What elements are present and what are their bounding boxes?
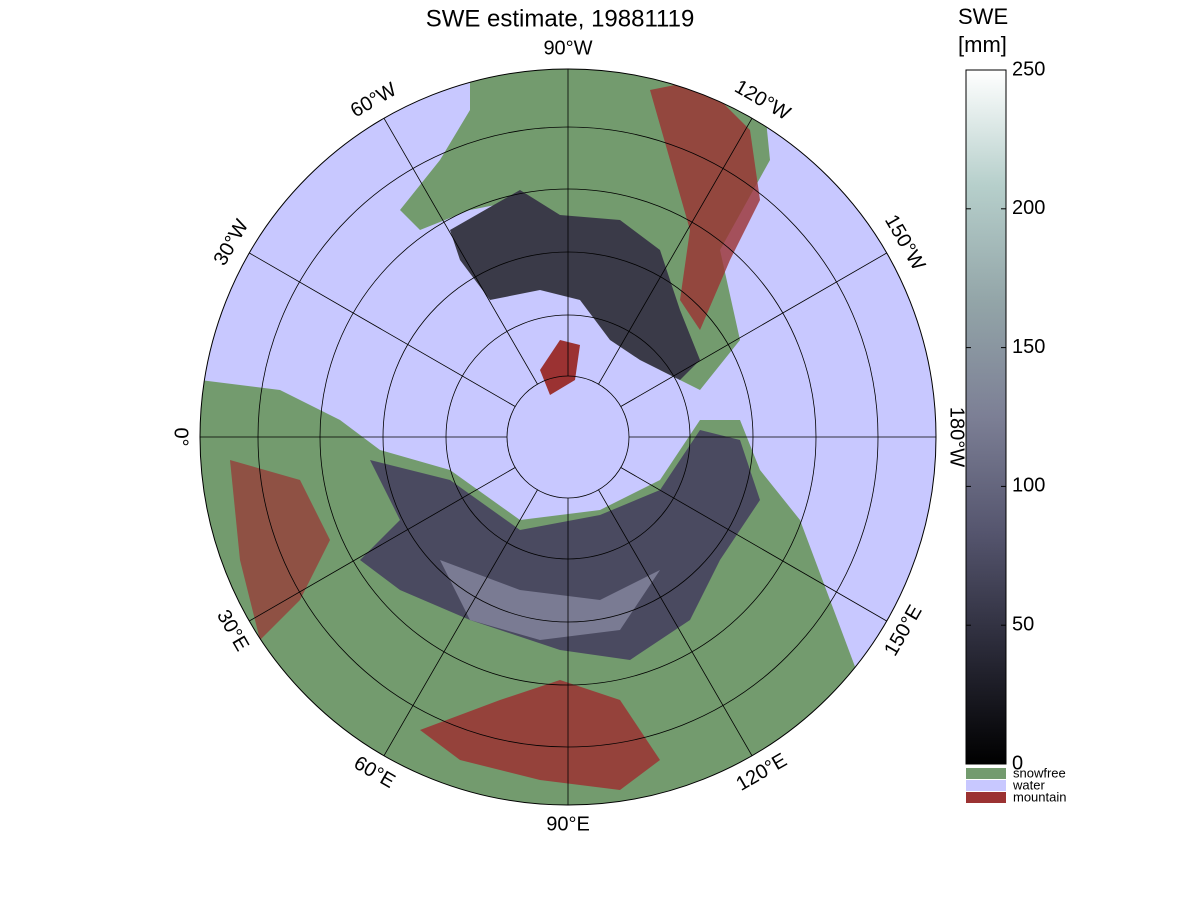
meridian <box>249 467 516 622</box>
legend-label: snowfree <box>1013 765 1066 780</box>
colorbar-tick-label: 50 <box>1012 613 1034 635</box>
colorbar-tick-label: 150 <box>1012 336 1045 358</box>
meridian <box>620 252 887 407</box>
colorbar-tick-label: 0 <box>1012 752 1023 774</box>
meridian <box>383 489 538 756</box>
longitude-label: 90°E <box>546 813 590 835</box>
colorbar: SWE [mm] 0 50 100 150 200 250 snowfreewatermount… <box>958 4 1066 805</box>
legend-label: mountain <box>1013 789 1066 804</box>
mountain-europe <box>230 460 330 640</box>
legend-swatch <box>966 768 1006 779</box>
map-border <box>199 68 937 806</box>
map <box>200 69 936 805</box>
colorbar-tick-label: 200 <box>1012 197 1045 219</box>
deep-snow-eurasia <box>440 560 660 640</box>
snow-north-america <box>450 190 700 380</box>
colorbar-tick-label: 250 <box>1012 58 1045 80</box>
meridian <box>598 489 753 756</box>
longitude-label: 90°W <box>543 37 592 59</box>
longitude-label: 180°W <box>946 407 968 467</box>
meridian <box>620 467 887 622</box>
colorbar-tick-label: 100 <box>1012 475 1045 497</box>
legend-swatch <box>966 792 1006 803</box>
meridian <box>249 252 516 407</box>
legend-swatch <box>966 780 1006 791</box>
mountain-greenland <box>540 340 580 395</box>
meridian <box>383 118 538 385</box>
meridian <box>598 118 753 385</box>
colorbar-scale <box>965 69 1007 765</box>
colorbar-title: [mm] <box>958 32 1007 57</box>
title: SWE estimate, 19881119 <box>426 5 695 32</box>
legend-label: water <box>1012 777 1045 792</box>
mountain-asia <box>420 680 660 790</box>
mountain-north-america <box>650 80 760 330</box>
colorbar-title: SWE <box>958 4 1008 29</box>
longitude-label: 0° <box>170 427 192 446</box>
snow-eurasia <box>360 430 760 660</box>
graticule <box>200 69 936 805</box>
